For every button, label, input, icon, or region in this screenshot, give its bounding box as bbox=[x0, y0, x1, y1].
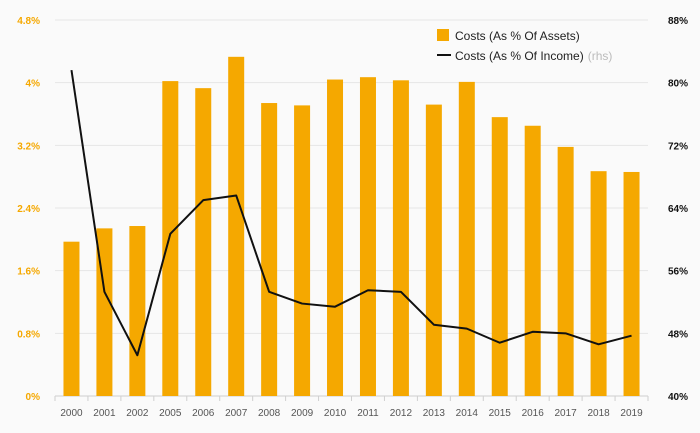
x-tick-label: 2002 bbox=[126, 408, 149, 419]
bar bbox=[491, 117, 508, 396]
right-tick-label: 72% bbox=[668, 141, 688, 152]
x-tick-label: 2000 bbox=[60, 408, 83, 419]
bar bbox=[590, 171, 607, 396]
x-tick-label: 2008 bbox=[258, 408, 281, 419]
bar bbox=[129, 226, 146, 396]
x-axis: 2000 2001 2002 2005 2006 2007 2008 2009 2010 2011… bbox=[54, 396, 649, 419]
x-tick-label: 2014 bbox=[456, 408, 479, 419]
bar bbox=[425, 104, 442, 396]
bar bbox=[294, 105, 311, 396]
bar bbox=[63, 241, 80, 396]
right-axis: 40% 48% 56% 64% 72% 80% 88% bbox=[668, 16, 688, 403]
line-series bbox=[70, 69, 632, 357]
bar bbox=[557, 146, 574, 396]
bar bbox=[327, 79, 344, 397]
x-tick-label: 2013 bbox=[423, 408, 446, 419]
x-tick-label: 2007 bbox=[225, 408, 248, 419]
bar-series bbox=[63, 56, 640, 397]
legend-label-line-rhs: (rhs) bbox=[588, 49, 613, 63]
bar bbox=[392, 80, 409, 397]
bar bbox=[359, 77, 376, 396]
right-tick-label: 88% bbox=[668, 16, 688, 27]
x-tick-label: 2009 bbox=[291, 408, 314, 419]
x-tick-label: 2017 bbox=[555, 408, 578, 419]
bar bbox=[162, 81, 179, 396]
left-axis: 0% 0.8% 1.6% 2.4% 3.2% 4% 4.8% bbox=[17, 16, 40, 403]
left-tick-label: 3.2% bbox=[17, 141, 40, 152]
bar bbox=[261, 103, 278, 397]
bar bbox=[458, 81, 475, 396]
legend: Costs (As % Of Assets) Costs (As % Of In… bbox=[437, 29, 612, 63]
x-tick-label: 2015 bbox=[489, 408, 512, 419]
x-tick-label: 2010 bbox=[324, 408, 347, 419]
legend-label-line-name: Costs (As % Of Income) bbox=[455, 49, 584, 63]
left-tick-label: 4.8% bbox=[17, 16, 40, 27]
x-tick-label: 2005 bbox=[159, 408, 182, 419]
bar bbox=[195, 88, 212, 397]
left-tick-label: 2.4% bbox=[17, 204, 40, 215]
left-tick-label: 1.6% bbox=[17, 267, 40, 278]
x-tick-label: 2006 bbox=[192, 408, 215, 419]
right-tick-label: 40% bbox=[668, 392, 688, 403]
right-tick-label: 48% bbox=[668, 329, 688, 340]
x-tick-label: 2001 bbox=[93, 408, 116, 419]
bar bbox=[228, 56, 245, 397]
left-tick-label: 0.8% bbox=[17, 329, 40, 340]
bar bbox=[524, 125, 541, 396]
x-tick-label: 2018 bbox=[587, 408, 610, 419]
bar bbox=[623, 171, 640, 396]
right-tick-label: 56% bbox=[668, 267, 688, 278]
legend-label-bar: Costs (As % Of Assets) bbox=[455, 29, 580, 43]
x-tick-label: 2019 bbox=[620, 408, 643, 419]
x-tick-label: 2011 bbox=[357, 408, 379, 419]
legend-label-line: Costs (As % Of Income) (rhs) bbox=[455, 49, 612, 63]
left-tick-label: 0% bbox=[26, 392, 41, 403]
right-tick-label: 64% bbox=[668, 204, 688, 215]
left-tick-label: 4% bbox=[26, 79, 41, 90]
line-path bbox=[70, 69, 632, 357]
x-tick-label: 2012 bbox=[390, 408, 413, 419]
right-tick-label: 80% bbox=[668, 79, 688, 90]
x-tick-label: 2016 bbox=[522, 408, 545, 419]
legend-swatch-bar bbox=[437, 29, 449, 41]
